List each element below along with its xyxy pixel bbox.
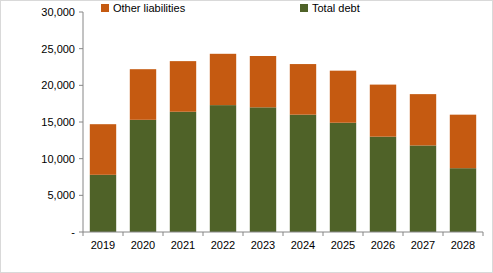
bar (450, 115, 476, 169)
bar (210, 54, 236, 105)
x-tick (83, 232, 84, 236)
legend-swatch (300, 4, 308, 12)
bars (90, 54, 476, 232)
legend-swatch (101, 4, 109, 12)
x-tick (283, 232, 284, 236)
bar (90, 175, 116, 232)
bar (410, 94, 436, 145)
bar (370, 85, 396, 137)
y-tick-label: 5,000 (47, 189, 75, 201)
x-tick-label: 2027 (411, 239, 435, 251)
bar (250, 107, 276, 232)
x-tick (163, 232, 164, 236)
y-tick (79, 122, 83, 123)
y-tick (79, 195, 83, 196)
y-tick (79, 158, 83, 159)
x-tick-label: 2025 (331, 239, 355, 251)
x-tick (483, 232, 484, 236)
y-tick (79, 48, 83, 49)
bar (250, 56, 276, 107)
y-tick (79, 85, 83, 86)
bar (170, 61, 196, 112)
x-tick-label: 2020 (131, 239, 155, 251)
bar (170, 112, 196, 232)
y-tick-label: 15,000 (41, 116, 75, 128)
y-tick-label: 25,000 (41, 43, 75, 55)
y-tick (79, 12, 83, 13)
x-tick (243, 232, 244, 236)
x-tick-label: 2021 (171, 239, 195, 251)
x-tick (203, 232, 204, 236)
x-tick (403, 232, 404, 236)
x-tick-label: 2022 (211, 239, 235, 251)
y-tick-label: 30,000 (41, 6, 75, 18)
legend-label: Other liabilities (113, 2, 186, 14)
y-tick-label: - (71, 226, 75, 238)
x-tick-label: 2023 (251, 239, 275, 251)
bar (90, 124, 116, 175)
bar (290, 115, 316, 232)
x-tick-label: 2024 (291, 239, 315, 251)
x-tick (443, 232, 444, 236)
bar (130, 120, 156, 232)
bar (330, 123, 356, 232)
bar (290, 64, 316, 115)
x-tick (363, 232, 364, 236)
bar (330, 71, 356, 123)
chart-border (1, 1, 493, 273)
x-tick-label: 2026 (371, 239, 395, 251)
y-tick-label: 20,000 (41, 79, 75, 91)
bar (130, 69, 156, 120)
x-tick-label: 2028 (451, 239, 475, 251)
chart: - 5,000 10,000 15,000 20,000 25,000 30,000 2019… (0, 0, 493, 273)
bar (450, 168, 476, 232)
x-tick (323, 232, 324, 236)
y-tick-label: 10,000 (41, 153, 75, 165)
y-axis (83, 12, 84, 232)
bar (210, 105, 236, 232)
x-tick-label: 2019 (91, 239, 115, 251)
legend-label: Total debt (312, 2, 360, 14)
x-tick (123, 232, 124, 236)
bar (410, 145, 436, 232)
y-tick (79, 232, 83, 233)
bar (370, 137, 396, 232)
